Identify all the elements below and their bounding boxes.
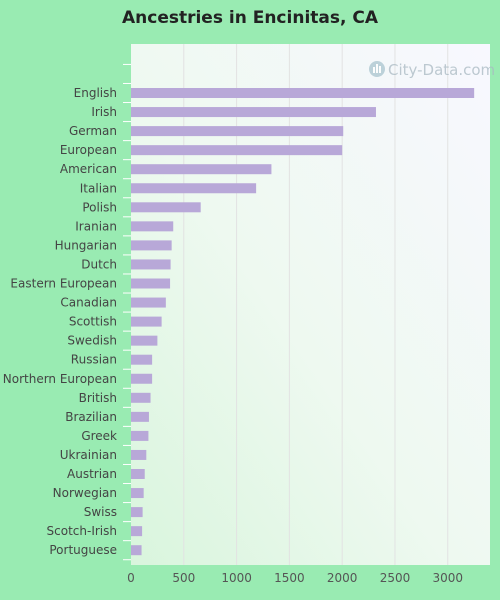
bar bbox=[131, 392, 151, 403]
bar bbox=[131, 373, 153, 384]
bar bbox=[131, 145, 343, 156]
category-label: Northern European bbox=[3, 372, 117, 386]
category-label: Ukrainian bbox=[60, 448, 117, 462]
category-label: Italian bbox=[80, 181, 117, 195]
watermark-text: City-Data.com bbox=[388, 61, 495, 79]
city-data-logo-icon bbox=[369, 61, 385, 77]
category-label: British bbox=[79, 391, 117, 405]
category-label: American bbox=[60, 162, 117, 176]
category-label: Eastern European bbox=[10, 277, 117, 291]
category-label: Swedish bbox=[67, 334, 117, 348]
category-label: German bbox=[69, 124, 117, 138]
bar bbox=[131, 507, 143, 518]
category-label: English bbox=[74, 86, 117, 100]
bar bbox=[131, 316, 162, 327]
bar bbox=[131, 107, 376, 118]
chart-title: Ancestries in Encinitas, CA bbox=[121, 8, 378, 28]
x-tick-label: 1500 bbox=[274, 571, 305, 585]
category-label: Greek bbox=[81, 429, 117, 443]
category-label: Iranian bbox=[75, 219, 117, 233]
x-tick-label: 0 bbox=[127, 571, 135, 585]
grid-lines bbox=[183, 44, 449, 565]
bar bbox=[131, 240, 172, 251]
bar bbox=[131, 126, 344, 137]
category-label: Russian bbox=[71, 353, 117, 367]
x-tick-label: 2000 bbox=[327, 571, 358, 585]
bar bbox=[131, 488, 144, 499]
bar bbox=[131, 88, 475, 98]
bar bbox=[131, 259, 171, 270]
category-label: Brazilian bbox=[65, 410, 117, 424]
x-tick-label: 500 bbox=[172, 571, 195, 585]
bar bbox=[131, 449, 147, 460]
bar bbox=[131, 202, 201, 213]
bar bbox=[131, 526, 143, 537]
category-label: Norwegian bbox=[53, 486, 117, 500]
bar bbox=[131, 545, 142, 556]
bar bbox=[131, 164, 272, 175]
bars bbox=[131, 88, 475, 556]
category-label: European bbox=[60, 143, 117, 157]
category-label: Scotch-Irish bbox=[47, 524, 117, 538]
category-label: Scottish bbox=[69, 315, 117, 329]
bar bbox=[131, 278, 171, 289]
plot-area bbox=[131, 44, 490, 565]
x-tick-labels: 0 500 1000 1500 2000 2500 3000 bbox=[127, 571, 463, 585]
bar bbox=[131, 430, 149, 441]
bar bbox=[131, 221, 174, 232]
bar bbox=[131, 469, 145, 479]
category-label: Austrian bbox=[67, 467, 117, 481]
category-label: Swiss bbox=[84, 505, 117, 519]
x-tick-label: 1000 bbox=[221, 571, 252, 585]
axis-ticks bbox=[123, 63, 131, 561]
x-tick-label: 3000 bbox=[432, 571, 463, 585]
category-label: Irish bbox=[91, 105, 117, 119]
x-tick-label: 2500 bbox=[380, 571, 411, 585]
bar bbox=[131, 183, 257, 194]
category-labels: English Irish German European American Italia… bbox=[3, 86, 117, 557]
category-label: Polish bbox=[82, 200, 117, 214]
bar bbox=[131, 297, 166, 308]
bar bbox=[131, 335, 158, 346]
bar bbox=[131, 354, 153, 365]
bar bbox=[131, 411, 149, 422]
category-label: Portuguese bbox=[49, 543, 117, 557]
category-label: Hungarian bbox=[55, 238, 117, 252]
watermark: City-Data.com bbox=[369, 61, 495, 79]
category-label: Dutch bbox=[81, 257, 117, 271]
category-label: Canadian bbox=[60, 296, 117, 310]
